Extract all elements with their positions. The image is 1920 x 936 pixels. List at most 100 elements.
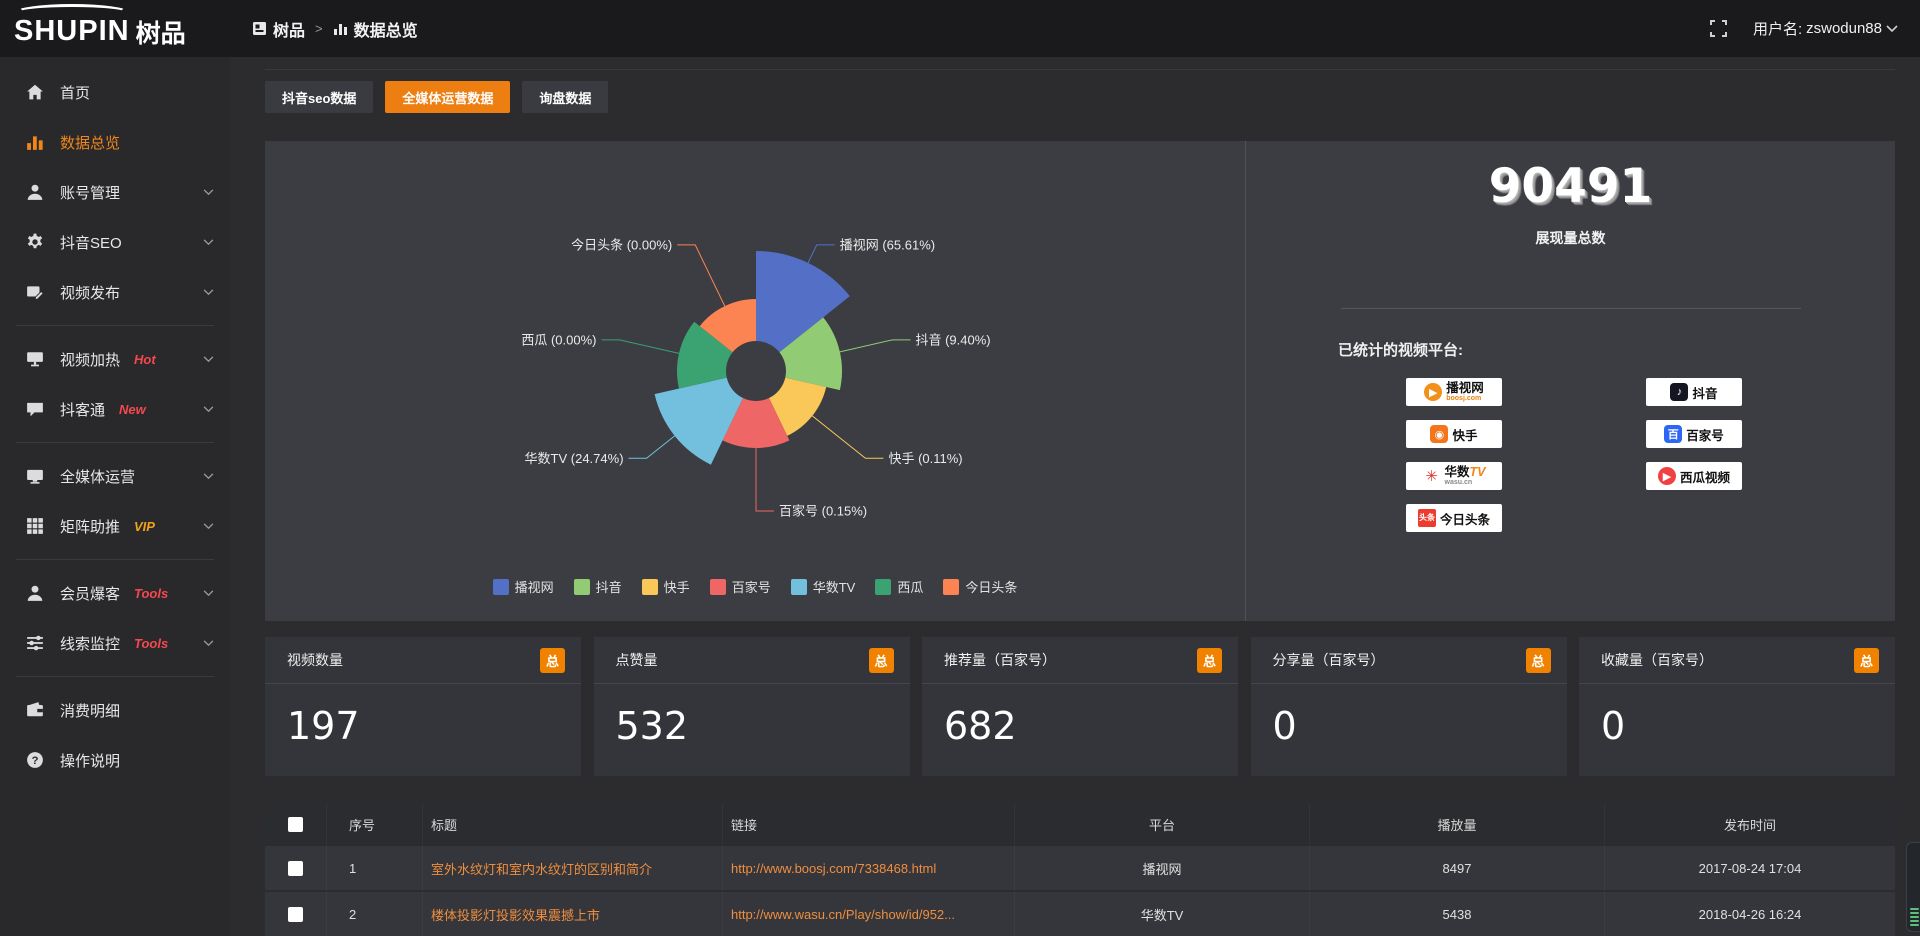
total-badge[interactable]: 总: [1197, 647, 1222, 673]
breadcrumb-root[interactable]: 树品: [252, 17, 305, 41]
tab-inquiry-data[interactable]: 询盘数据: [522, 81, 609, 113]
platform-badge-baijiahao: 百 百家号: [1646, 420, 1742, 448]
legend-item-西瓜[interactable]: 西瓜: [875, 577, 923, 596]
main-content: 抖音seo数据 全媒体运营数据 询盘数据 播视网 (65.61%) 抖音 (9.4…: [230, 57, 1920, 936]
legend-item-今日头条[interactable]: 今日头条: [943, 577, 1017, 596]
legend-swatch: [709, 578, 726, 595]
pie-slice-华数TV[interactable]: [654, 377, 743, 465]
video-title-link[interactable]: 楼体投影灯投影效果震撼上市: [431, 907, 601, 923]
stat-cards-row: 视频数量 总 197 点赞量 总 532 推荐量（百家号） 总 682 分享量（百家号…: [265, 637, 1895, 776]
breadcrumb-current[interactable]: 数据总览: [333, 17, 418, 41]
legend-label: 西瓜: [897, 580, 924, 595]
chevron-down-icon: [203, 405, 214, 412]
sidebar-item-video-heat[interactable]: 视频加热 Hot: [0, 334, 230, 384]
topbar: SHUPIN 树品 树品 > 数据总览 用户名: zswodun88: [0, 0, 1920, 57]
sidebar-item-label: 会员爆客: [60, 585, 121, 603]
sidebar-item-matrix-boost[interactable]: 矩阵助推 VIP: [0, 501, 230, 551]
baijiahao-logo-icon: 百: [1664, 425, 1683, 443]
pie-label: 播视网 (65.61%): [840, 237, 935, 252]
breadcrumb-root-label: 树品: [273, 22, 306, 40]
svg-text:?: ?: [32, 755, 39, 767]
sidebar-item-video-publish[interactable]: 视频发布: [0, 267, 230, 317]
screen-icon: [27, 352, 43, 367]
total-badge[interactable]: 总: [540, 647, 565, 673]
sidebar-item-clue-monitor[interactable]: 线索监控 Tools: [0, 618, 230, 668]
sidebar-item-home[interactable]: 首页: [0, 67, 230, 117]
douyin-logo-icon: ♪: [1670, 383, 1689, 401]
legend-item-抖音[interactable]: 抖音: [573, 577, 622, 596]
video-url-link[interactable]: http://www.boosj.com/7338468.html: [731, 860, 937, 876]
sidebar-item-label: 全媒体运营: [60, 468, 136, 486]
sidebar-item-label: 账号管理: [60, 184, 121, 202]
row-checkbox[interactable]: [288, 906, 303, 922]
row-checkbox[interactable]: [288, 860, 303, 876]
pie-label: 西瓜 (0.00%): [521, 332, 596, 347]
pie-label: 华数TV (24.74%): [525, 451, 624, 466]
pie-label-line: [807, 244, 835, 264]
stat-card-video-count: 视频数量 总 197: [265, 637, 581, 776]
fullscreen-icon[interactable]: [1709, 20, 1727, 37]
table-header: 序号 标题 链接 平台 播放量 发布时间: [265, 804, 1895, 844]
stat-card-title: 分享量（百家号）: [1272, 652, 1385, 668]
legend-label: 快手: [663, 580, 690, 595]
user-icon: [27, 184, 43, 200]
sidebar-item-help[interactable]: ? 操作说明: [0, 735, 230, 785]
stat-card-shares: 分享量（百家号） 总 0: [1250, 637, 1567, 776]
platform-badge-wasu: ✳ 华数TV wasu.cn: [1406, 462, 1502, 490]
legend-item-华数TV[interactable]: 华数TV: [790, 577, 855, 596]
row-views: 5438: [1310, 892, 1605, 936]
platform-subtext: wasu.cn: [1444, 479, 1473, 487]
breadcrumb: 树品 > 数据总览: [252, 17, 418, 41]
chevron-down-icon: [203, 639, 214, 646]
legend-item-百家号[interactable]: 百家号: [709, 577, 771, 596]
vip-badge: VIP: [134, 518, 155, 534]
sidebar: 首页 数据总览 账号管理 抖音SEO 视频发布 视频加热 Hot 抖客通 New…: [0, 57, 230, 936]
sidebar-item-douyin-seo[interactable]: 抖音SEO: [0, 217, 230, 267]
app-logo: SHUPIN 树品: [0, 0, 230, 57]
platform-name: 西瓜视频: [1679, 470, 1730, 485]
select-all-checkbox[interactable]: [288, 816, 303, 832]
legend-swatch: [943, 578, 960, 595]
tab-douyin-seo-data[interactable]: 抖音seo数据: [265, 81, 374, 113]
video-title-link[interactable]: 室外水纹灯和室内水纹灯的区别和简介: [431, 861, 653, 877]
sidebar-item-all-media[interactable]: 全媒体运营: [0, 451, 230, 501]
sidebar-item-label: 视频发布: [60, 284, 121, 302]
user-menu[interactable]: 用户名: zswodun88: [1753, 18, 1898, 39]
sidebar-item-data-overview[interactable]: 数据总览: [0, 117, 230, 167]
sidebar-item-label: 首页: [60, 84, 91, 102]
pie-slice-西瓜[interactable]: [677, 321, 733, 389]
chat-icon: [27, 402, 43, 417]
side-float-widget[interactable]: [1906, 842, 1920, 932]
total-badge[interactable]: 总: [1854, 647, 1879, 673]
platform-name: 快手: [1452, 428, 1478, 443]
sidebar-item-label: 线索监控: [60, 635, 121, 653]
pie-slice-今日头条[interactable]: [699, 299, 756, 353]
sidebar-item-member-burst[interactable]: 会员爆客 Tools: [0, 568, 230, 618]
tools-badge: Tools: [134, 635, 169, 651]
chevron-down-icon: [203, 522, 214, 529]
total-badge[interactable]: 总: [868, 647, 894, 673]
total-badge[interactable]: 总: [1525, 647, 1551, 673]
sidebar-item-doukertong[interactable]: 抖客通 New: [0, 384, 230, 434]
pie-label-line: [677, 244, 726, 307]
legend-item-播视网[interactable]: 播视网: [492, 577, 554, 596]
pie-slice-抖音[interactable]: [779, 317, 842, 391]
logo-text-en: SHUPIN: [14, 15, 130, 47]
sidebar-item-expense-detail[interactable]: 消费明细: [0, 685, 230, 735]
pie-slice-百家号[interactable]: [722, 398, 790, 448]
pie-slice-播视网[interactable]: [756, 251, 850, 353]
monitor-icon: [27, 469, 43, 484]
sidebar-item-account[interactable]: 账号管理: [0, 167, 230, 217]
video-url-link[interactable]: http://www.wasu.cn/Play/show/id/952...: [731, 906, 955, 922]
legend-label: 抖音: [595, 580, 622, 595]
tab-all-media-data[interactable]: 全媒体运营数据: [385, 81, 511, 113]
legend-item-快手[interactable]: 快手: [641, 577, 690, 596]
col-header-views: 播放量: [1310, 804, 1605, 844]
pie-label-line: [628, 435, 676, 459]
pie-slice-快手[interactable]: [769, 377, 827, 436]
chevron-down-icon: [203, 288, 214, 295]
pie-label-line: [811, 415, 884, 459]
wasu-logo-icon: ✳: [1422, 467, 1441, 485]
platform-name: 播视网: [1446, 380, 1484, 395]
pie-label-line: [601, 339, 680, 354]
